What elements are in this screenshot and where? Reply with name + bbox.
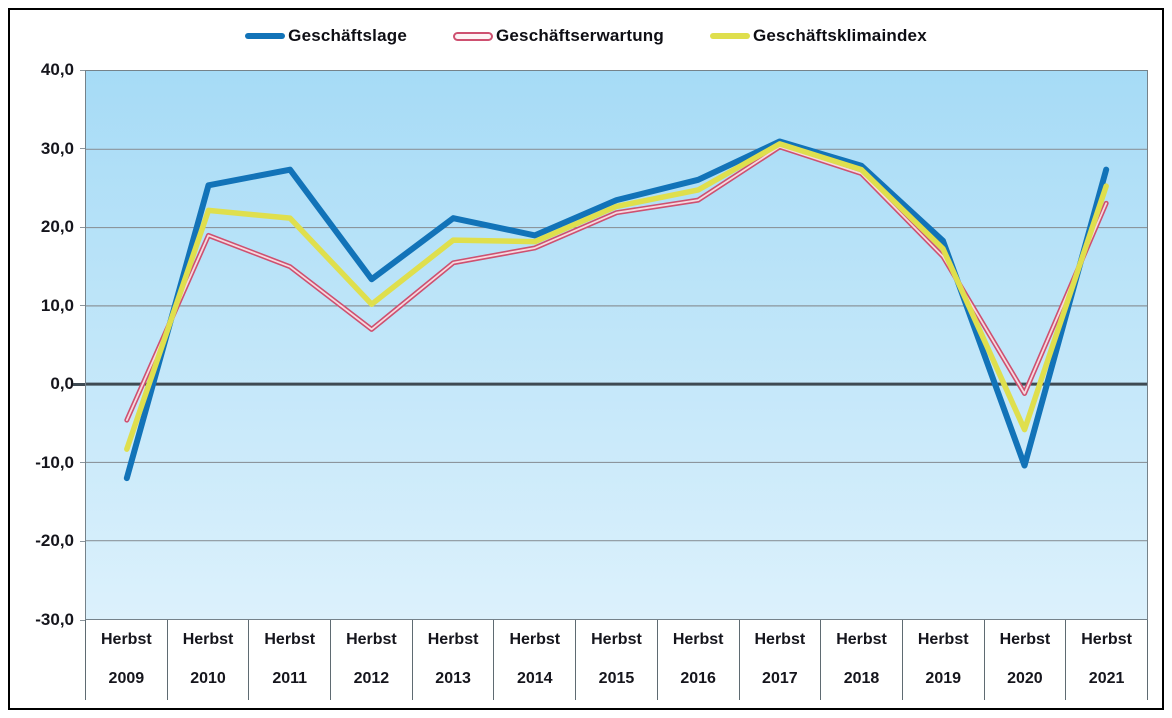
x-axis-category: Herbst 2021 bbox=[1065, 620, 1148, 700]
x-axis-category: Herbst 2016 bbox=[656, 620, 739, 700]
category-year: 2014 bbox=[516, 670, 553, 687]
y-tick bbox=[80, 619, 85, 621]
y-axis-label: 10,0 bbox=[40, 295, 74, 315]
y-axis-label: 20,0 bbox=[40, 217, 74, 237]
category-season: Herbst bbox=[264, 631, 316, 648]
legend-label: Geschäftserwartung bbox=[495, 26, 664, 45]
category-season: Herbst bbox=[509, 631, 561, 648]
chart-frame: Geschäftslage Geschäftserwartung Geschäfts… bbox=[8, 8, 1164, 710]
legend-line-swatch bbox=[245, 33, 286, 39]
chart-canvas bbox=[86, 138, 1147, 542]
category-season: Herbst bbox=[101, 631, 152, 648]
category-season: Herbst bbox=[182, 631, 234, 648]
category-year: 2016 bbox=[680, 670, 716, 687]
x-axis-category: Herbst 2015 bbox=[575, 620, 657, 700]
legend-item-3: Geschäftsklimaindex bbox=[709, 26, 927, 46]
category-season: Herbst bbox=[754, 631, 806, 648]
category-season: Herbst bbox=[1081, 631, 1132, 648]
category-year: 2009 bbox=[108, 670, 145, 687]
legend-label: Geschäftsklimaindex bbox=[752, 26, 927, 45]
y-axis-label: -30,0 bbox=[35, 610, 74, 629]
category-year: 2018 bbox=[843, 670, 880, 687]
legend-line-swatch bbox=[452, 31, 493, 41]
y-axis-label: -10,0 bbox=[35, 452, 74, 472]
x-axis: Herbst 2009 Herbst 2010 Herbst 2011 Herbst 2012… bbox=[85, 620, 1148, 700]
y-axis-label: -20,0 bbox=[35, 531, 74, 551]
series-line-geschäftslage bbox=[123, 138, 1110, 482]
category-season: Herbst bbox=[999, 631, 1051, 648]
category-season: Herbst bbox=[591, 631, 642, 648]
legend-label: Geschäftslage bbox=[288, 26, 407, 45]
series-line-geschäftserwartung bbox=[125, 146, 1108, 422]
y-axis-label: 40,0 bbox=[40, 60, 74, 79]
category-year: 2012 bbox=[353, 670, 390, 687]
x-axis-category: Herbst 2019 bbox=[901, 620, 984, 700]
y-tick bbox=[80, 148, 85, 150]
y-axis-label: 0,0 bbox=[50, 374, 74, 394]
legend: Geschäftslage Geschäftserwartung Geschäfts… bbox=[10, 26, 1162, 46]
x-axis-category: Herbst 2013 bbox=[411, 620, 494, 700]
x-axis-category: Herbst 2017 bbox=[738, 620, 821, 700]
x-axis-category: Herbst 2009 bbox=[85, 620, 167, 700]
x-axis-category: Herbst 2014 bbox=[493, 620, 575, 700]
y-tick bbox=[80, 69, 85, 71]
x-axis-category: Herbst 2011 bbox=[248, 620, 330, 700]
category-season: Herbst bbox=[917, 631, 969, 648]
series-line-geschäftsklimaindex bbox=[124, 141, 1109, 452]
zero-tick bbox=[73, 382, 85, 386]
legend-line-swatch bbox=[709, 33, 750, 39]
category-season: Herbst bbox=[672, 631, 724, 648]
plot-area bbox=[85, 70, 1148, 620]
category-year: 2013 bbox=[435, 670, 471, 687]
category-season: Herbst bbox=[427, 631, 479, 648]
category-year: 2017 bbox=[762, 670, 798, 687]
category-year: 2020 bbox=[1007, 670, 1043, 687]
y-tick bbox=[80, 226, 85, 228]
x-axis-category: Herbst 2020 bbox=[983, 620, 1066, 700]
x-axis-category: Herbst 2010 bbox=[166, 620, 249, 700]
category-year: 2021 bbox=[1088, 670, 1125, 687]
y-axis-label: 30,0 bbox=[40, 138, 74, 158]
legend-item-1: Geschäftslage bbox=[245, 26, 407, 46]
x-axis-category: Herbst 2012 bbox=[330, 620, 412, 700]
y-tick bbox=[80, 540, 85, 542]
x-axis-category: Herbst 2018 bbox=[820, 620, 902, 700]
category-season: Herbst bbox=[836, 631, 887, 648]
category-year: 2011 bbox=[272, 670, 308, 687]
category-year: 2015 bbox=[598, 670, 635, 687]
y-tick bbox=[80, 462, 85, 464]
category-year: 2019 bbox=[925, 670, 962, 687]
category-year: 2010 bbox=[190, 670, 226, 687]
category-season: Herbst bbox=[346, 631, 397, 648]
legend-item-2: Geschäftserwartung bbox=[452, 26, 664, 46]
y-tick bbox=[80, 305, 85, 307]
